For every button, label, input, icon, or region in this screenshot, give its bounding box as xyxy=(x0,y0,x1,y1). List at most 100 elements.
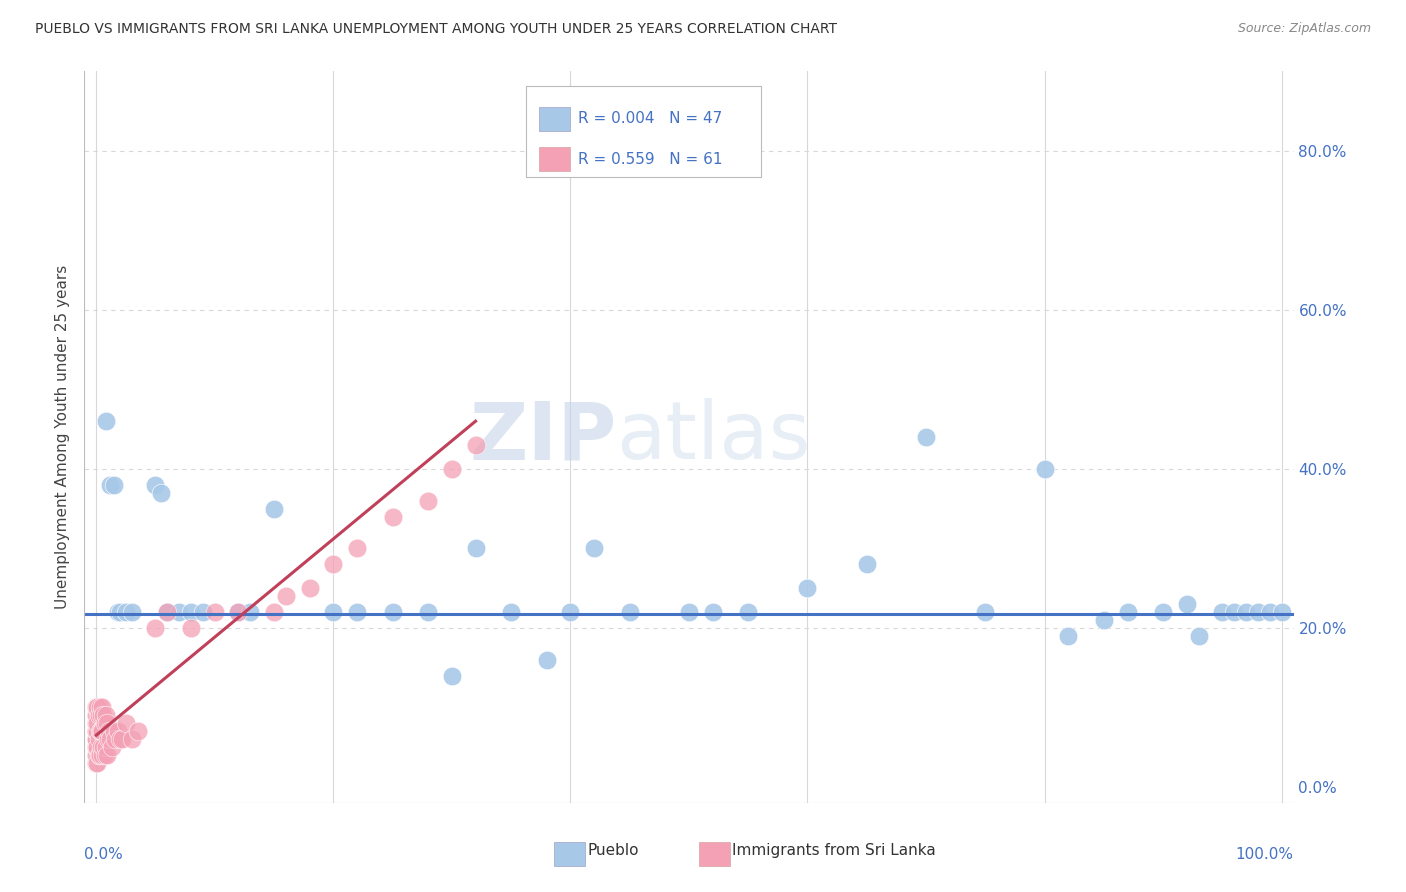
Point xyxy=(91,700,114,714)
Point xyxy=(86,716,108,731)
FancyBboxPatch shape xyxy=(526,86,762,178)
Point xyxy=(115,605,138,619)
Point xyxy=(96,716,118,731)
Point xyxy=(90,724,112,739)
Point xyxy=(84,724,107,739)
Point xyxy=(121,605,143,619)
Text: Pueblo: Pueblo xyxy=(588,843,638,858)
Point xyxy=(322,558,344,572)
Text: atlas: atlas xyxy=(616,398,811,476)
Point xyxy=(108,732,131,747)
Point xyxy=(464,438,486,452)
Point xyxy=(89,700,111,714)
Point xyxy=(84,724,107,739)
Point xyxy=(1188,629,1211,643)
Point xyxy=(84,732,107,747)
Y-axis label: Unemployment Among Youth under 25 years: Unemployment Among Youth under 25 years xyxy=(55,265,70,609)
Text: 0.0%: 0.0% xyxy=(84,847,124,862)
Point xyxy=(84,756,107,770)
Point xyxy=(1223,605,1246,619)
Point xyxy=(678,605,700,619)
Point xyxy=(418,493,440,508)
Point xyxy=(93,748,115,763)
Point xyxy=(974,605,997,619)
Point xyxy=(156,605,179,619)
Point xyxy=(84,732,107,747)
Point xyxy=(150,485,173,500)
Point xyxy=(93,716,115,731)
Point xyxy=(536,653,558,667)
Point xyxy=(84,708,107,723)
Point xyxy=(1175,597,1198,611)
FancyBboxPatch shape xyxy=(699,841,730,866)
Point xyxy=(89,724,111,739)
Point xyxy=(98,724,121,739)
Point xyxy=(107,605,129,619)
Point xyxy=(86,756,108,770)
Point xyxy=(111,732,134,747)
Point xyxy=(86,740,108,755)
Point xyxy=(121,732,143,747)
Point xyxy=(619,605,641,619)
Point xyxy=(91,740,114,755)
Point xyxy=(167,605,190,619)
Point xyxy=(100,477,122,491)
Point xyxy=(263,605,285,619)
Point xyxy=(180,605,202,619)
Point xyxy=(381,509,404,524)
Point xyxy=(91,708,114,723)
Point xyxy=(322,605,344,619)
Text: Source: ZipAtlas.com: Source: ZipAtlas.com xyxy=(1237,22,1371,36)
Point xyxy=(1092,613,1115,627)
Point xyxy=(381,605,404,619)
Point xyxy=(418,605,440,619)
Point xyxy=(103,724,125,739)
Point xyxy=(1247,605,1270,619)
Point xyxy=(127,724,149,739)
Point xyxy=(583,541,606,556)
Point xyxy=(90,708,112,723)
Point xyxy=(1234,605,1257,619)
Point xyxy=(91,748,114,763)
Point xyxy=(89,748,111,763)
Point xyxy=(84,740,107,755)
Point xyxy=(855,558,877,572)
Point xyxy=(115,716,138,731)
Point xyxy=(107,724,129,739)
Point xyxy=(156,605,179,619)
Point xyxy=(84,700,107,714)
Point xyxy=(1211,605,1233,619)
Point xyxy=(100,740,122,755)
Point xyxy=(108,605,131,619)
Point xyxy=(737,605,759,619)
Point xyxy=(464,541,486,556)
Point xyxy=(191,605,214,619)
Point xyxy=(91,724,114,739)
Point xyxy=(103,477,125,491)
Point xyxy=(501,605,523,619)
Text: R = 0.559   N = 61: R = 0.559 N = 61 xyxy=(578,152,723,167)
Point xyxy=(228,605,250,619)
Point xyxy=(1116,605,1139,619)
Point xyxy=(440,668,463,682)
Text: 100.0%: 100.0% xyxy=(1236,847,1294,862)
Point xyxy=(87,708,110,723)
Point xyxy=(86,724,108,739)
Text: PUEBLO VS IMMIGRANTS FROM SRI LANKA UNEMPLOYMENT AMONG YOUTH UNDER 25 YEARS CORR: PUEBLO VS IMMIGRANTS FROM SRI LANKA UNEM… xyxy=(35,22,837,37)
Point xyxy=(87,732,110,747)
Point xyxy=(94,414,117,428)
Point xyxy=(346,541,368,556)
Text: R = 0.004   N = 47: R = 0.004 N = 47 xyxy=(578,112,721,127)
Point xyxy=(1033,462,1056,476)
Point xyxy=(180,621,202,635)
Point xyxy=(228,605,250,619)
Point xyxy=(1057,629,1080,643)
Point xyxy=(1271,605,1294,619)
Point xyxy=(263,501,285,516)
FancyBboxPatch shape xyxy=(538,147,571,171)
Point xyxy=(702,605,724,619)
Point xyxy=(796,581,818,595)
Point xyxy=(560,605,582,619)
FancyBboxPatch shape xyxy=(554,841,585,866)
Point xyxy=(84,716,107,731)
